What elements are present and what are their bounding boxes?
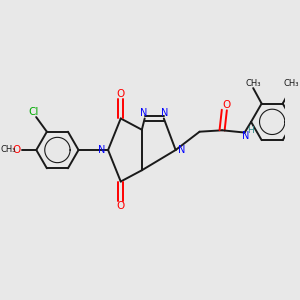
Text: N: N (140, 108, 148, 118)
Text: Cl: Cl (29, 107, 39, 117)
Text: N: N (242, 131, 249, 142)
Text: CH₃: CH₃ (245, 79, 261, 88)
Text: CH₃: CH₃ (0, 146, 16, 154)
Text: CH₃: CH₃ (284, 79, 299, 88)
Text: O: O (13, 145, 21, 155)
Text: O: O (117, 201, 125, 211)
Text: H: H (248, 126, 254, 135)
Text: N: N (98, 145, 106, 155)
Text: N: N (161, 108, 168, 118)
Text: O: O (117, 89, 125, 99)
Text: N: N (178, 145, 185, 155)
Text: O: O (223, 100, 231, 110)
